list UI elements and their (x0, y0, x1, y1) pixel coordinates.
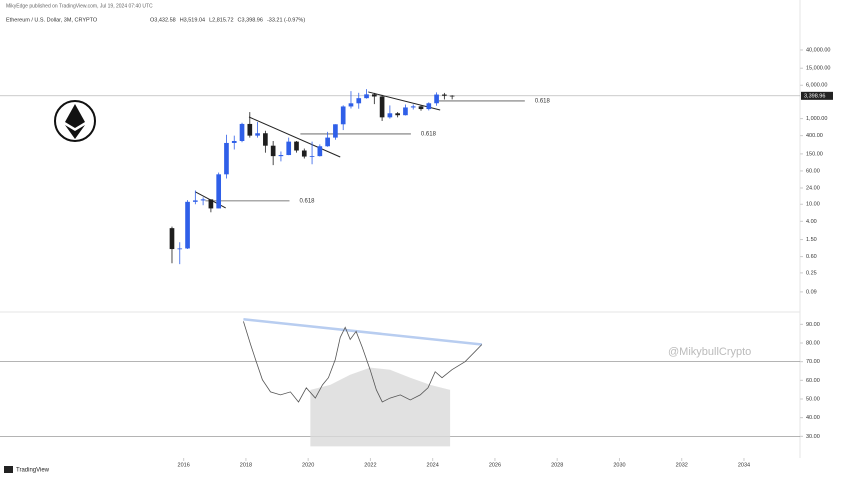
symbol: Ethereum / U.S. Dollar, 3M, CRYPTO (6, 17, 98, 23)
candle-body (200, 199, 206, 201)
candle-body (255, 133, 260, 136)
candle-body (286, 141, 292, 156)
rsi-line (243, 321, 483, 403)
y-tick-label: 60.00 (806, 168, 820, 174)
y-tick-label: 6,000.00 (806, 83, 827, 89)
candle-body (449, 95, 455, 97)
x-tick-label: 2024 (427, 462, 439, 468)
candle-body (410, 106, 416, 108)
x-tick-label: 2034 (738, 462, 750, 468)
y-tick-label: 70.00 (806, 359, 820, 365)
candle-body (263, 133, 268, 146)
candle-body (387, 113, 393, 118)
y-tick-label: 90.00 (806, 322, 820, 328)
candle-body (364, 94, 369, 99)
eth-logo-top (65, 104, 85, 128)
y-tick-label: 40,000.00 (806, 47, 830, 53)
x-tick-label: 2018 (240, 462, 252, 468)
y-tick-label: 1.50 (806, 237, 817, 243)
candle-body (379, 96, 385, 118)
current-price-box (801, 91, 833, 100)
x-tick-label: 2020 (302, 462, 314, 468)
candle-body (224, 142, 229, 175)
y-tick-label: 4.00 (806, 219, 817, 225)
x-tick-label: 2028 (551, 462, 563, 468)
candle-body (426, 103, 432, 110)
candle-body (356, 98, 362, 104)
ohlc-value: C3,398.96 (238, 17, 263, 23)
candle-body (231, 140, 237, 143)
fib-label: 0.618 (299, 198, 315, 204)
y-tick-label: 0.60 (806, 254, 817, 260)
fib-label: 0.618 (421, 132, 437, 138)
brand-logo (4, 466, 13, 473)
candle-body (208, 199, 214, 209)
candle-body (395, 113, 400, 116)
candle-body (216, 174, 222, 209)
candle-body (270, 145, 276, 157)
ohlc-value: -33.21 (-0.97%) (267, 17, 305, 23)
eth-logo-bottom (65, 125, 85, 139)
candle-body (239, 123, 245, 141)
x-tick-label: 2030 (613, 462, 625, 468)
fib-label: 0.618 (535, 99, 551, 105)
x-tick-label: 2022 (364, 462, 376, 468)
trendline (248, 116, 341, 158)
brand: TradingView (16, 468, 50, 474)
rsi-shade (310, 367, 451, 447)
y-tick-label: 24.00 (806, 185, 820, 191)
candle-body (317, 146, 323, 157)
watermark: @MikybullCrypto (668, 346, 751, 358)
candle-body (340, 106, 346, 125)
ohlc: O3,432.58 H3,519.04 L2,815.72 C3,398.96 -33.… (150, 17, 305, 23)
ohlc-value: H3,519.04 (180, 17, 205, 23)
candle-body (371, 94, 377, 97)
y-tick-label: 60.00 (806, 378, 820, 384)
y-tick-label: 30.00 (806, 434, 820, 440)
x-tick-label: 2016 (178, 462, 190, 468)
candle-body (442, 94, 447, 96)
candle-body (185, 201, 190, 249)
candle-body (177, 248, 183, 250)
candle-body (278, 155, 284, 157)
x-tick-label: 2032 (676, 462, 688, 468)
candle-body (418, 106, 424, 110)
candle-body (333, 124, 338, 138)
y-tick-label: 150.00 (806, 151, 823, 157)
x-tick-label: 2026 (489, 462, 501, 468)
candle-body (301, 150, 307, 157)
y-tick-label: 10.00 (806, 202, 820, 208)
current-price-label: 3,398.96 (804, 93, 825, 99)
candle-body (348, 103, 354, 107)
candle-body (434, 94, 439, 104)
y-tick-label: 0.09 (806, 289, 817, 295)
ohlc-value: O3,432.58 (150, 17, 176, 23)
y-tick-label: 50.00 (806, 396, 820, 402)
y-tick-label: 80.00 (806, 340, 820, 346)
y-tick-label: 40.00 (806, 415, 820, 421)
candle-body (325, 137, 330, 147)
y-tick-label: 0.25 (806, 270, 817, 276)
publisher: MikyEdge published on TradingView.com, J… (6, 3, 153, 9)
y-tick-label: 1,000.00 (806, 116, 827, 122)
candle-body (169, 228, 175, 250)
candle-body (403, 107, 408, 116)
candle-body (192, 200, 198, 202)
ohlc-value: L2,815.72 (209, 17, 233, 23)
candle-body (247, 123, 253, 136)
y-tick-label: 15,000.00 (806, 66, 830, 72)
candle-body (294, 141, 299, 151)
y-tick-label: 400.00 (806, 133, 823, 139)
candle-body (309, 156, 315, 157)
rsi-trendline (243, 318, 482, 346)
